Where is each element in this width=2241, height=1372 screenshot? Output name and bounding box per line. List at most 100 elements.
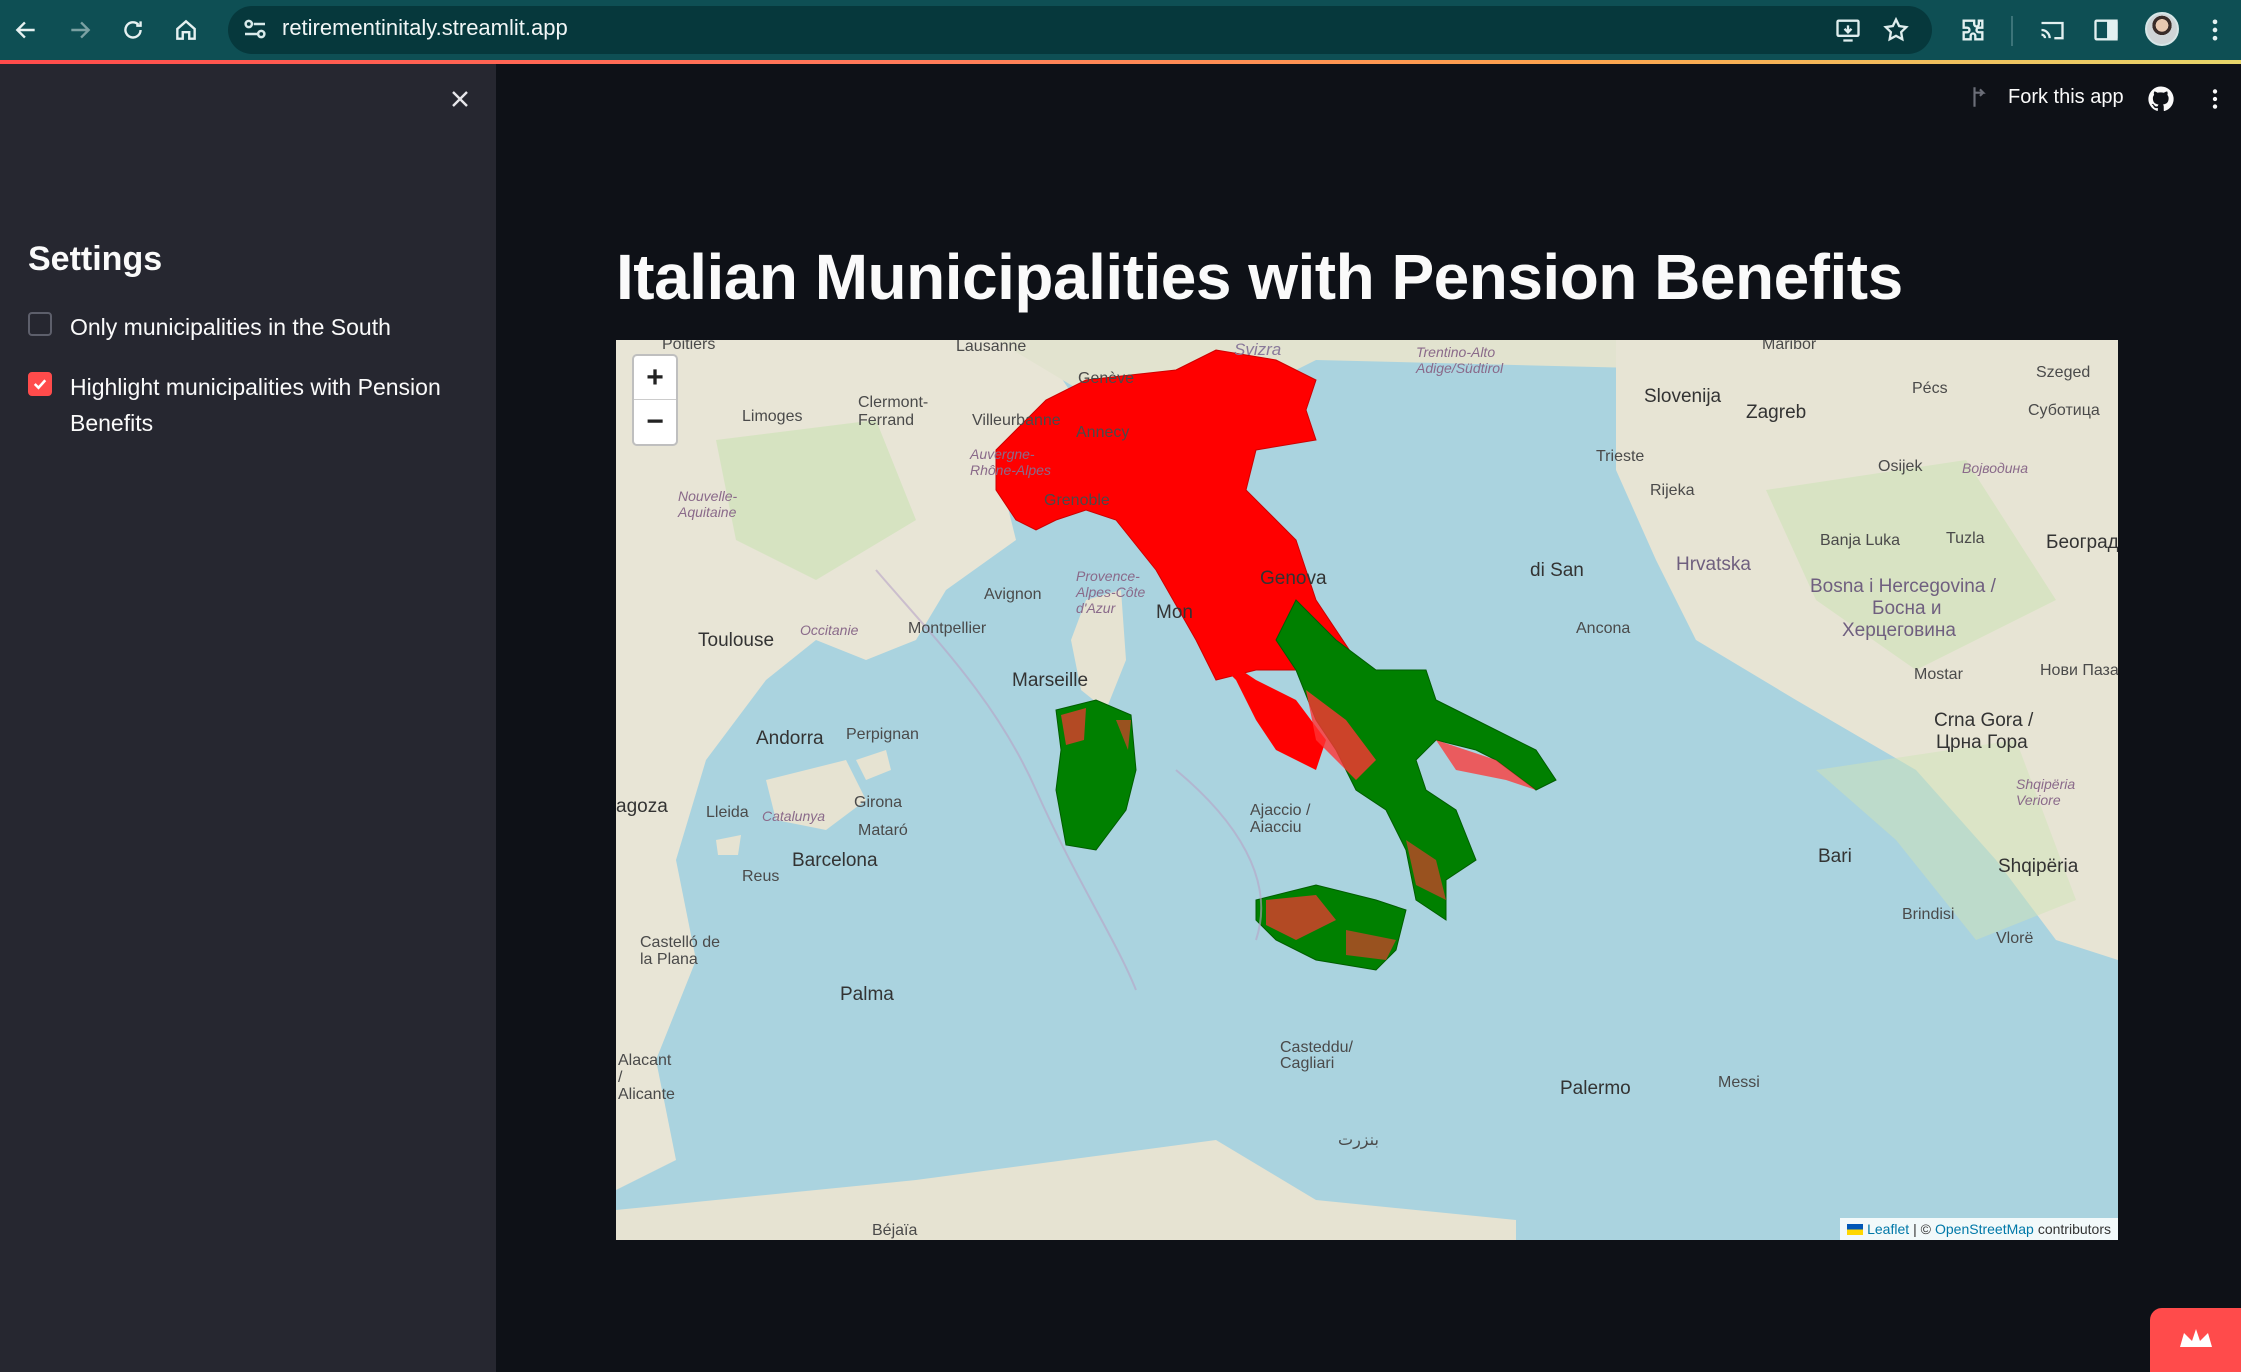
map-tiles: [616, 340, 2118, 1240]
highlight-pension-checkbox[interactable]: [28, 372, 52, 396]
address-bar[interactable]: [228, 6, 1932, 54]
home-icon[interactable]: [166, 10, 206, 50]
map-label: Genova: [1260, 568, 1327, 589]
map-label: بنزرت: [1338, 1132, 1379, 1149]
highlight-pension-label[interactable]: Highlight municipalities with Pension Be…: [70, 374, 441, 436]
south-only-checkbox-row[interactable]: Only municipalities in the South: [28, 309, 470, 345]
map-label: Reus: [742, 868, 780, 885]
map-label: Grenoble: [1044, 492, 1110, 509]
map-label: Poitiers: [662, 340, 716, 353]
map-label: Alacant / Alicante: [618, 1052, 675, 1103]
map-label: Osijek: [1878, 458, 1923, 475]
map-label: Occitanie: [800, 622, 859, 638]
map-label: Béjaïa: [872, 1222, 918, 1239]
sidebar-title: Settings: [28, 240, 163, 278]
map-label: Hrvatska: [1676, 554, 1751, 575]
zoom-out-button[interactable]: −: [646, 405, 664, 438]
browser-menu-icon[interactable]: [2197, 12, 2233, 48]
map-label: Clermont-Ferrand: [858, 394, 929, 429]
map-label: Tuzla: [1946, 530, 1985, 547]
side-panel-icon[interactable]: [2088, 12, 2124, 48]
map-label: Szeged: [2036, 364, 2091, 381]
map-label: Rijeka: [1650, 482, 1695, 499]
osm-link[interactable]: OpenStreetMap: [1935, 1221, 2034, 1237]
map-label: Zagreb: [1746, 402, 1807, 423]
map-label: Ajaccio / Aiacciu: [1250, 802, 1311, 836]
south-only-label[interactable]: Only municipalities in the South: [70, 314, 391, 340]
map-label: Avignon: [984, 586, 1042, 603]
attribution-suffix: contributors: [2037, 1221, 2111, 1237]
streamlit-crown-icon: [2179, 1329, 2212, 1347]
page-title: Italian Municipalities with Pension Bene…: [616, 241, 1903, 313]
highlight-pension-checkbox-row[interactable]: Highlight municipalities with Pension Be…: [28, 369, 470, 441]
map-label: Херцеговина: [1842, 620, 1956, 641]
map-label: Svizra: [1234, 340, 1282, 359]
map-label: di San: [1530, 560, 1584, 581]
map-label: Lleida: [706, 804, 749, 821]
zoom-control: + −: [632, 354, 678, 446]
app-menu-icon[interactable]: [2200, 84, 2230, 114]
streamlit-badge[interactable]: [2150, 1308, 2241, 1372]
map-label: Annecy: [1076, 424, 1130, 441]
map-label: Trentino-Alto Adige/Südtirol: [1416, 344, 1504, 376]
github-icon[interactable]: [2146, 84, 2176, 114]
url-text[interactable]: retirementinitaly.streamlit.app: [282, 15, 568, 40]
map-label: Pécs: [1912, 380, 1948, 397]
map-label: Bosna i Hercegovina /: [1810, 576, 1996, 597]
fork-app-button[interactable]: Fork this app: [1968, 84, 2124, 110]
map-label: Brindisi: [1902, 906, 1955, 923]
map-label: Messi: [1718, 1074, 1760, 1091]
fork-label[interactable]: Fork this app: [2008, 85, 2124, 108]
toolbar-divider: [2011, 16, 2013, 46]
map-label: Palma: [840, 984, 894, 1005]
leaflet-link[interactable]: Leaflet: [1867, 1221, 1910, 1237]
map-label: Andorra: [756, 728, 824, 749]
map-label: Palermo: [1560, 1078, 1631, 1099]
back-icon[interactable]: [6, 10, 46, 50]
map-label: Banja Luka: [1820, 532, 1901, 549]
map-label: Trieste: [1596, 448, 1645, 465]
map-label: Ancona: [1576, 620, 1631, 637]
bookmark-star-icon[interactable]: [1878, 12, 1914, 48]
map-label: Casteddu/ Cagliari: [1280, 1039, 1353, 1072]
map-label: Girona: [854, 794, 903, 811]
site-settings-icon[interactable]: [240, 14, 270, 44]
map-label: Auvergne-Rhône-Alpes: [970, 446, 1051, 478]
map-label: Montpellier: [908, 620, 987, 637]
leaflet-map[interactable]: Poitiers Lausanne Svizra Trentino-Alto A…: [616, 340, 2118, 1240]
sidebar: Settings Only municipalities in the Sout…: [0, 64, 496, 1372]
map-label: Provence-Alpes-Côte d'Azur: [1076, 568, 1146, 616]
ukraine-flag-icon: [1847, 1223, 1864, 1235]
map-label: Genève: [1078, 370, 1135, 387]
browser-toolbar: retirementinitaly.streamlit.app: [0, 0, 2241, 62]
profile-avatar[interactable]: [2145, 12, 2179, 46]
map-label: Slovenija: [1644, 386, 1722, 407]
install-app-icon[interactable]: [1830, 12, 1866, 48]
map-label: Catalunya: [762, 808, 826, 824]
map-label: Maribor: [1762, 340, 1817, 353]
cast-icon[interactable]: [2034, 12, 2070, 48]
map-label: Нови Пазар: [2040, 662, 2118, 679]
map-label: Београд: [2046, 532, 2118, 553]
map-label: Bari: [1818, 846, 1852, 867]
streamlit-decoration-bar: [0, 60, 2241, 64]
map-label: Shqipëria Veriore: [2016, 776, 2076, 808]
zoom-in-button[interactable]: +: [634, 356, 676, 400]
south-only-checkbox[interactable]: [28, 312, 52, 336]
map-label: Vlorë: [1996, 930, 2034, 947]
map-label: Mon: [1156, 602, 1193, 623]
forward-icon[interactable]: [60, 10, 100, 50]
extensions-icon[interactable]: [1955, 12, 1991, 48]
map-label: Castelló de la Plana: [640, 934, 721, 968]
map-label: agoza: [616, 796, 668, 817]
map-label: Barcelona: [792, 850, 878, 871]
map-label: Црна Гора: [1936, 732, 2028, 753]
map-label: Mataró: [858, 822, 908, 839]
map-label: Босна и: [1872, 598, 1942, 619]
reload-icon[interactable]: [113, 10, 153, 50]
map-label: Marseille: [1012, 670, 1089, 691]
map-label: Mostar: [1914, 666, 1963, 683]
map-label: Limoges: [742, 408, 803, 425]
close-sidebar-icon[interactable]: [442, 84, 478, 114]
fork-icon: [1973, 87, 1986, 107]
